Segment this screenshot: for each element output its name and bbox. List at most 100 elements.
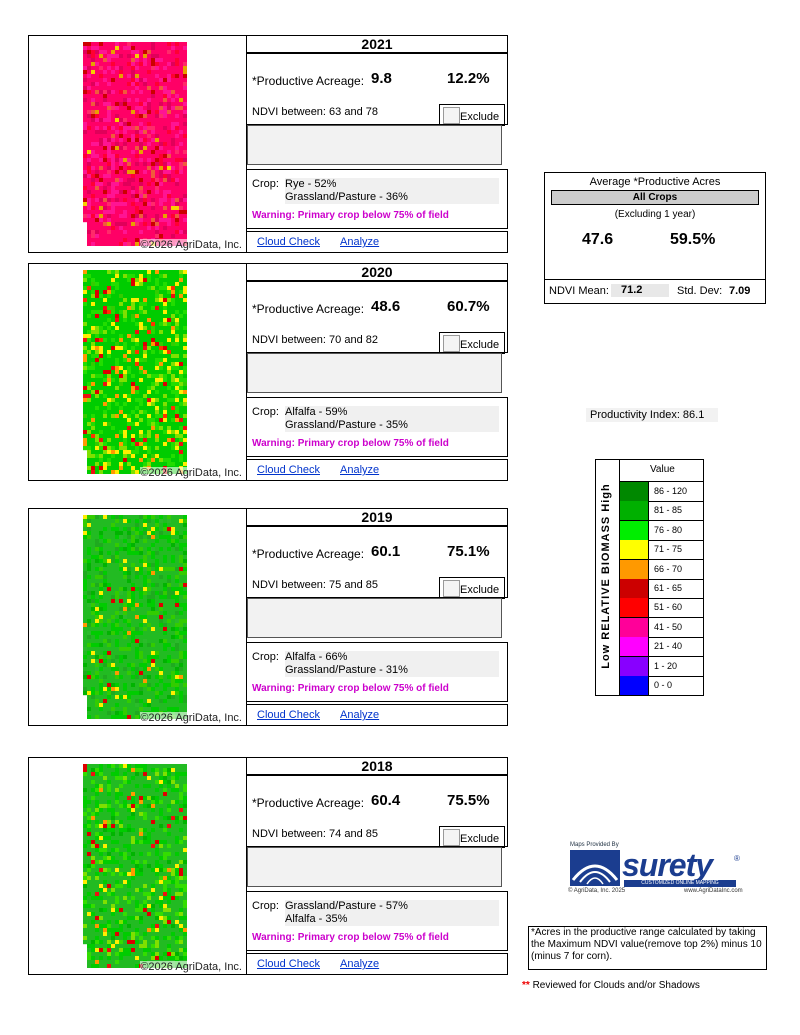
exclude-toggle[interactable]: Exclude [439, 104, 505, 126]
map-pixel [111, 800, 116, 805]
cloud-check-link[interactable]: Cloud Check [257, 236, 320, 248]
map-pixel [167, 414, 172, 419]
map-pixel [99, 74, 104, 79]
exclude-checkbox[interactable] [443, 107, 460, 124]
map-pixel [167, 571, 172, 576]
map-pixel [135, 563, 140, 568]
map-pixel [103, 667, 108, 672]
map-pixel [175, 788, 180, 793]
map-pixel [183, 884, 187, 889]
map-pixel [135, 539, 140, 544]
map-pixel [107, 699, 112, 704]
cloud-check-link[interactable]: Cloud Check [257, 709, 320, 721]
map-pixel [87, 800, 92, 805]
map-pixel [135, 290, 140, 295]
map-pixel [151, 876, 156, 881]
map-pixel [155, 816, 160, 821]
map-pixel [167, 106, 172, 111]
map-pixel [83, 338, 88, 343]
map-pixel [155, 318, 160, 323]
map-pixel [139, 302, 144, 307]
map-pixel [95, 390, 100, 395]
analyze-link[interactable]: Analyze [340, 236, 380, 248]
map-pixel [175, 675, 180, 680]
map-pixel [139, 202, 144, 207]
map-pixel [155, 603, 160, 608]
map-pixel [99, 912, 104, 917]
map-pixel [87, 599, 92, 604]
map-pixel [179, 82, 184, 87]
map-pixel [127, 591, 132, 596]
map-pixel [143, 162, 148, 167]
map-pixel [171, 146, 176, 151]
crop-label: Crop: [252, 651, 279, 663]
map-pixel [183, 178, 187, 183]
map-pixel [151, 599, 156, 604]
exclude-checkbox[interactable] [443, 580, 460, 597]
map-pixel [111, 190, 116, 195]
exclude-toggle[interactable]: Exclude [439, 332, 505, 354]
map-pixel [131, 840, 136, 845]
cloud-check-link[interactable]: Cloud Check [257, 464, 320, 476]
map-pixel [175, 282, 180, 287]
analyze-link[interactable]: Analyze [340, 709, 380, 721]
map-pixel [151, 154, 156, 159]
map-pixel [183, 382, 187, 387]
map-pixel [103, 86, 108, 91]
map-pixel [167, 824, 172, 829]
analyze-link[interactable]: Analyze [340, 464, 380, 476]
map-pixel [115, 772, 120, 777]
map-pixel [131, 663, 136, 668]
map-pixel [163, 94, 168, 99]
map-pixel [99, 378, 104, 383]
map-pixel [139, 58, 144, 63]
map-pixel [99, 198, 104, 203]
map-pixel [167, 170, 172, 175]
map-pixel [107, 462, 112, 467]
map-pixel [151, 106, 156, 111]
map-pixel [111, 210, 116, 215]
map-pixel [111, 587, 116, 592]
crop-list: Alfalfa - 59% Grassland/Pasture - 35% [285, 406, 499, 432]
map-pixel [151, 619, 156, 624]
map-pixel [151, 784, 156, 789]
map-pixel [111, 812, 116, 817]
map-pixel [159, 158, 164, 163]
map-pixel [179, 126, 184, 131]
map-pixel [139, 398, 144, 403]
map-pixel [183, 362, 187, 367]
map-pixel [111, 607, 116, 612]
map-pixel [83, 643, 88, 648]
map-pixel [179, 551, 184, 556]
exclude-toggle[interactable]: Exclude [439, 577, 505, 599]
exclude-checkbox[interactable] [443, 335, 460, 352]
map-pixel [107, 647, 112, 652]
map-pixel [127, 382, 132, 387]
map-pixel [183, 840, 187, 845]
map-pixel [115, 864, 120, 869]
map-pixel [167, 274, 172, 279]
map-pixel [167, 314, 172, 319]
map-pixel [179, 202, 184, 207]
map-pixel [131, 868, 136, 873]
map-pixel [151, 230, 156, 235]
map-pixel [107, 294, 112, 299]
map-pixel [131, 856, 136, 861]
map-pixel [175, 904, 180, 909]
map-pixel [159, 350, 164, 355]
map-pixel [135, 142, 140, 147]
map-pixel [123, 711, 128, 716]
map-pixel [155, 647, 160, 652]
map-pixel [123, 840, 128, 845]
crop-item: Grassland/Pasture - 31% [285, 664, 408, 676]
map-pixel [91, 711, 96, 716]
map-pixel [99, 575, 104, 580]
map-pixel [83, 178, 88, 183]
map-pixel [155, 90, 160, 95]
map-pixel [167, 98, 172, 103]
map-pixel [123, 374, 128, 379]
map-pixel [123, 683, 128, 688]
map-pixel [139, 278, 144, 283]
map-pixel [131, 126, 136, 131]
map-pixel [147, 214, 152, 219]
